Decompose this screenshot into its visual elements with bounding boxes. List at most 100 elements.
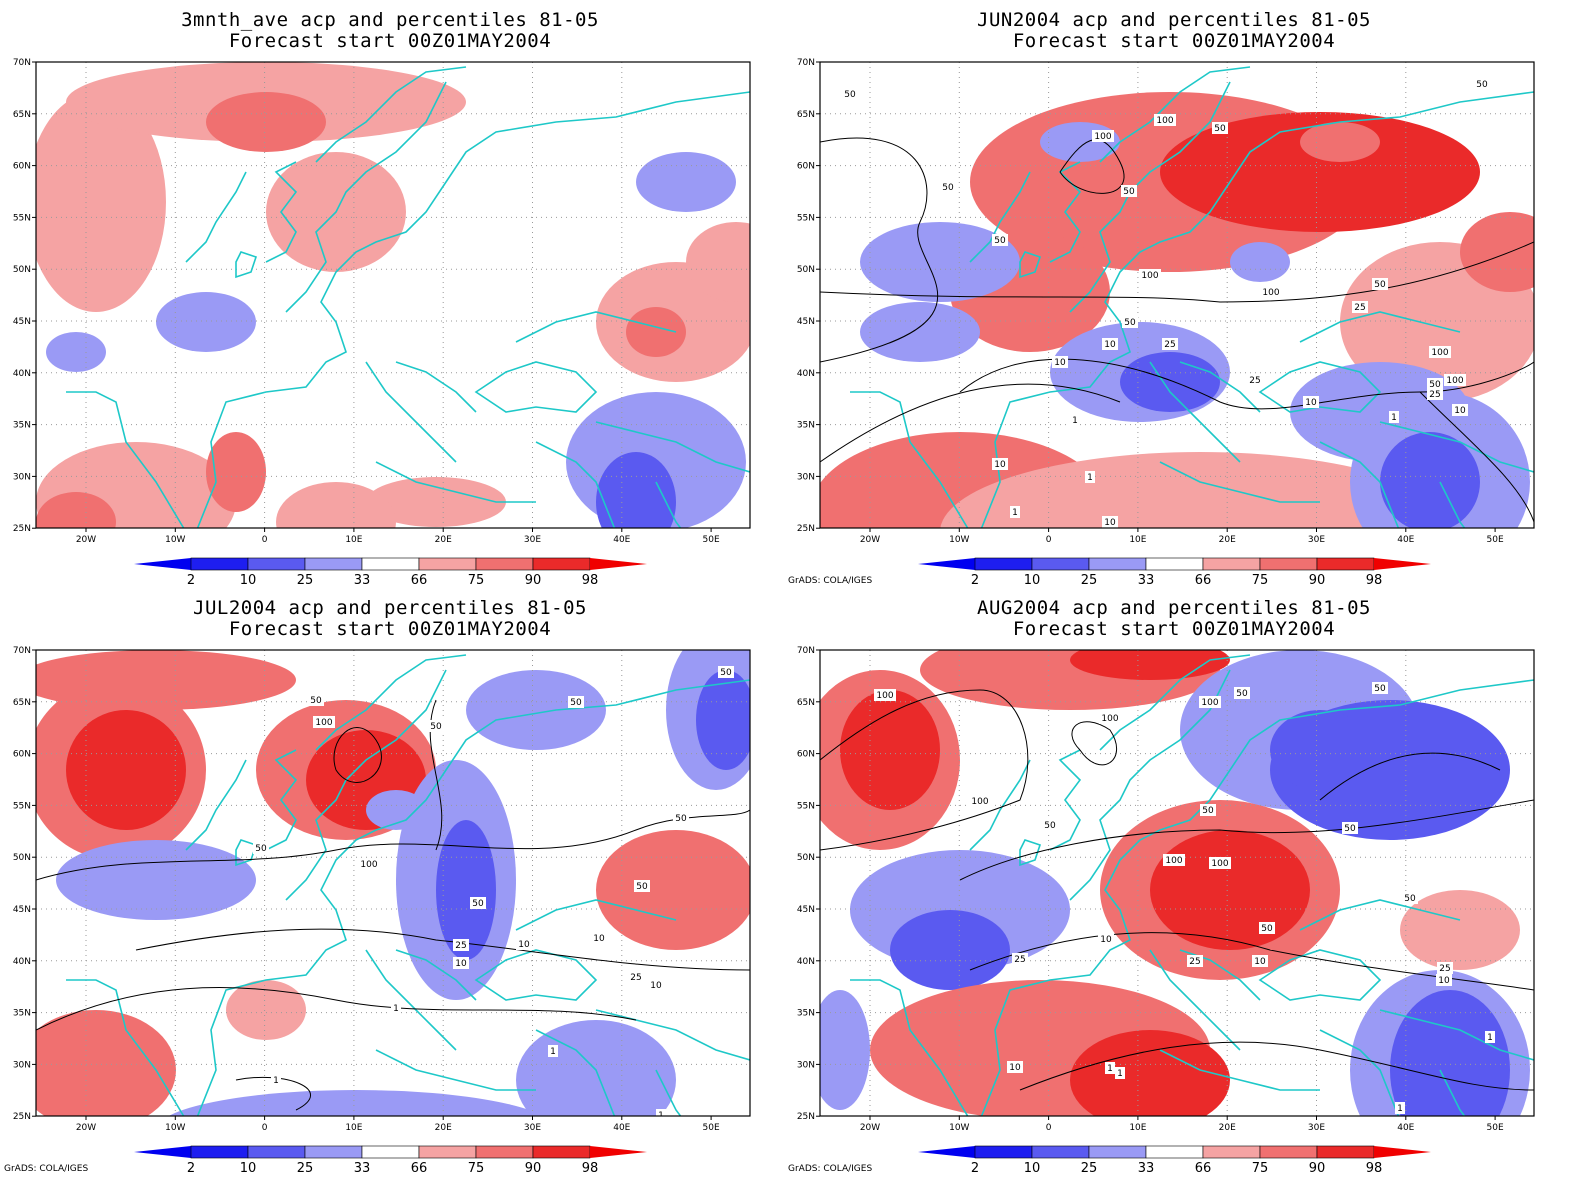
lat-tick-label: 65N: [13, 698, 31, 708]
colorbar-arrow-right: [1374, 558, 1431, 570]
contour-label-bg: [391, 1002, 401, 1014]
coastline: [66, 979, 185, 1116]
lat-tick-label: 55N: [13, 801, 31, 811]
lat-tick-label: 40N: [13, 369, 31, 379]
contour-label: 1: [1397, 1104, 1403, 1114]
lon-tick-label: 10E: [345, 535, 362, 545]
coastline: [969, 171, 1031, 263]
coastline: [474, 949, 598, 1001]
coastline: [1149, 361, 1241, 463]
colorbar: 2 10 25 33 66 75 90 98: [134, 557, 647, 588]
lon-tick-label: 50E: [1487, 535, 1504, 545]
percentile-shade: [1300, 122, 1380, 162]
coastline: [365, 949, 457, 1051]
contour-label: 100: [1446, 376, 1463, 386]
contour-label: 50: [1261, 924, 1273, 934]
colorbar-label: 66: [411, 1161, 428, 1176]
colorbar-label: 25: [297, 1161, 314, 1176]
coastline: [969, 759, 1031, 851]
contour-label-bg: [1234, 687, 1250, 699]
coastline: [1159, 461, 1320, 503]
contour-label-bg: [1122, 316, 1138, 328]
contour-label: 25: [630, 973, 641, 983]
lon-tick-label: 10W: [165, 1123, 185, 1133]
precip-contour: [1019, 1041, 1534, 1091]
contour-label-bg: [628, 971, 644, 983]
lat-tick-label: 55N: [797, 801, 815, 811]
contour-label-bg: [1303, 396, 1319, 408]
colorbar-label: 2: [971, 573, 979, 588]
colorbar-label: 98: [1366, 573, 1383, 588]
contour-label: 50: [675, 814, 687, 824]
coastline: [595, 421, 750, 473]
lat-tick-label: 50N: [797, 265, 815, 275]
lon-tick-label: 10E: [1129, 535, 1146, 545]
colorbar-segment: [1202, 1145, 1261, 1159]
colorbar-segment: [304, 557, 363, 571]
lat-tick-label: 70N: [797, 646, 815, 656]
contour-label: 10: [1305, 398, 1317, 408]
coastline: [1299, 311, 1461, 343]
percentile-shade: [1150, 830, 1310, 950]
lon-tick-label: 0: [1046, 1123, 1052, 1133]
colorbar-label: 25: [1081, 1161, 1098, 1176]
precip-contour: [820, 383, 1121, 463]
colorbar-label: 66: [1195, 1161, 1212, 1176]
contour-label-bg: [634, 880, 650, 892]
colorbar-arrow-left: [134, 558, 191, 570]
contour-label-bg: [656, 1109, 666, 1116]
contour-label: 25: [1164, 340, 1175, 350]
contour-label: 50: [720, 668, 732, 678]
panel-jun2004: JUN2004 acp and percentiles 81-05 Foreca…: [784, 0, 1564, 598]
coastline: [1149, 949, 1241, 1051]
coastline: [1069, 81, 1231, 313]
lat-tick-label: 60N: [13, 162, 31, 172]
plot-area: 20W 10W 0 10E 20E 30E 40E 50E 70N 65N 60N 55N 50N 45N…: [13, 58, 751, 545]
percentile-shade: [226, 980, 306, 1040]
panel-title: JUL2004 acp and percentiles 81-05: [193, 597, 587, 619]
coastline: [1019, 251, 1042, 279]
percentile-shade: [466, 670, 606, 750]
contour-label-bg: [568, 696, 584, 708]
lon-tick-label: 50E: [703, 1123, 720, 1133]
colorbar-label: 98: [582, 573, 599, 588]
coastline: [980, 91, 1534, 528]
contour-label-bg: [1474, 78, 1490, 90]
percentile-shade: [890, 910, 1010, 990]
colorbar-label: 90: [1309, 1161, 1326, 1176]
colorbar-label: 10: [1024, 573, 1041, 588]
coastline: [265, 749, 298, 851]
colorbar-segment: [1031, 557, 1090, 571]
contour-label: 50: [430, 722, 442, 732]
contour-label: 25: [1429, 390, 1440, 400]
contour-label: 100: [876, 691, 893, 701]
contour-label: 50: [1124, 318, 1136, 328]
lat-tick-label: 30N: [13, 1060, 31, 1070]
contour-label-bg: [1444, 374, 1466, 386]
precip-contour: [135, 928, 750, 971]
contour-label: 50: [1429, 380, 1441, 390]
contour-label-bg: [271, 1074, 281, 1086]
contour-label-bg: [969, 795, 991, 807]
percentile-shade: [1070, 650, 1230, 680]
contour-label-bg: [1437, 962, 1453, 974]
colorbar-label: 25: [297, 573, 314, 588]
coastline: [1379, 421, 1534, 473]
percentile-shade: [36, 92, 166, 312]
lat-tick-label: 35N: [13, 421, 31, 431]
percentile-shade: [1270, 710, 1370, 790]
coastline: [535, 441, 616, 528]
precip-contour: [429, 699, 443, 851]
contour-label: 100: [1431, 348, 1448, 358]
colorbar-label: 2: [187, 1161, 195, 1176]
contour-label-bg: [1260, 286, 1282, 298]
contour-label-bg: [992, 234, 1008, 246]
contour-label-bg: [1209, 857, 1231, 869]
contour-label-bg: [842, 88, 858, 100]
lon-tick-label: 40E: [613, 1123, 630, 1133]
contour-label: 1: [1087, 473, 1093, 483]
coastline: [655, 1069, 682, 1116]
lat-tick-label: 70N: [13, 58, 31, 68]
